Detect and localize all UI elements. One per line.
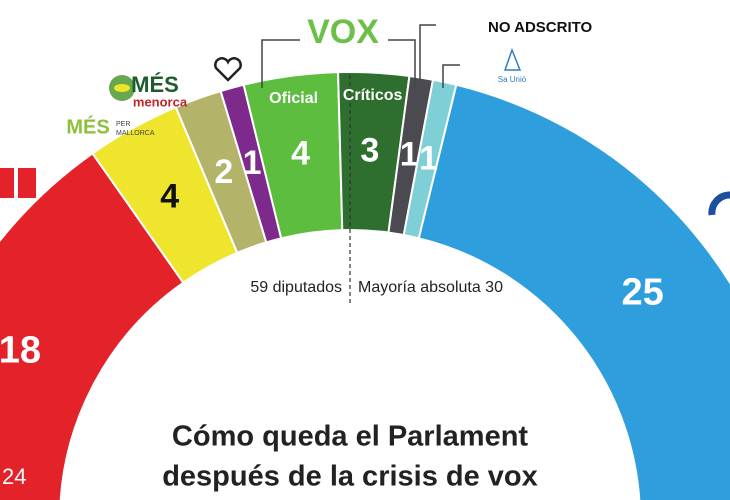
mes-mallorca-logo: MALLORCA: [116, 130, 155, 137]
sa-unio-bracket: [442, 64, 460, 88]
sa-unio-logo: Sa Unió: [498, 75, 527, 84]
no-adscrito-bracket: [419, 24, 436, 80]
total-label: 59 diputados: [250, 279, 342, 296]
mes-menorca-icon: [114, 84, 130, 92]
value-label: 1: [419, 139, 438, 177]
psoe-logo: [18, 168, 36, 198]
segments: [0, 71, 730, 500]
value-label: 3: [360, 132, 379, 170]
mes-menorca-logo: MÉS: [131, 72, 179, 97]
majority-label: Mayoría absoluta 30: [358, 279, 503, 296]
vox-bracket: [388, 39, 416, 88]
vox-bracket: [261, 39, 300, 88]
no-adscrito-label: NO ADSCRITO: [488, 19, 593, 36]
seat-segment: [417, 83, 730, 500]
value-label: 1: [243, 144, 262, 182]
value-label: 1: [400, 136, 419, 174]
mes-mallorca-logo: MÉS: [66, 115, 109, 138]
mes-menorca-logo: menorca: [133, 94, 188, 109]
mes-mallorca-logo: PER: [116, 121, 130, 128]
title-line: después de la crisis de vox: [162, 461, 538, 493]
vox-logo: VOX: [307, 13, 379, 51]
heart-logo: [214, 57, 242, 82]
seat-segment: [0, 152, 185, 500]
segment-label: Críticos: [343, 87, 403, 104]
title-line: Cómo queda el Parlament: [172, 421, 528, 453]
corner-text: 24: [2, 464, 26, 489]
sa-unio-icon: [503, 47, 522, 71]
value-label: 18: [0, 330, 41, 372]
psoe-logo: [0, 168, 14, 198]
value-label: 2: [214, 153, 233, 191]
segment-label: Oficial: [269, 90, 318, 107]
value-label: 25: [621, 271, 663, 313]
pp-logo: [708, 191, 730, 216]
value-label: 4: [291, 134, 310, 172]
value-label: 4: [160, 178, 179, 216]
